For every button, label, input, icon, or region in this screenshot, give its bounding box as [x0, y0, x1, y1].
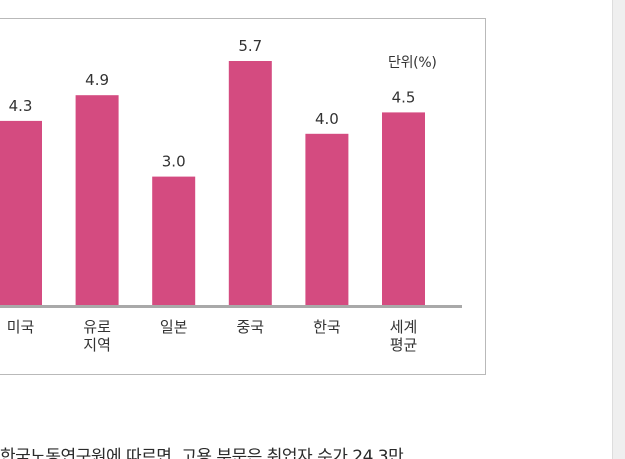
- data-label-2: 3.0: [162, 153, 186, 171]
- body-text-line: 한국노동연구원에 따르면, 고용 부문은 취업자 수가 24.3만: [0, 447, 404, 459]
- bar-5: [382, 112, 425, 306]
- bar-4: [305, 133, 349, 305]
- category-label-2: 일본: [160, 318, 188, 336]
- category-label-4: 한국: [313, 318, 341, 336]
- data-label-4: 4.0: [315, 110, 339, 128]
- category-label-3: 중국: [236, 318, 264, 336]
- category-label-5: 세계 평균: [390, 318, 418, 354]
- category-label-0: 미국: [7, 318, 35, 336]
- category-label-1: 유로 지역: [83, 318, 111, 354]
- data-label-5: 4.5: [392, 88, 416, 106]
- bar-1: [75, 95, 119, 305]
- bar-3: [228, 61, 272, 305]
- bar-2: [152, 176, 196, 305]
- page-edge-strip: [612, 0, 625, 459]
- body-paragraph: 한국노동연구원에 따르면, 고용 부문은 취업자 수가 24.3만: [0, 440, 560, 459]
- unit-label: 단위(%): [388, 55, 437, 71]
- data-label-3: 5.7: [238, 37, 262, 55]
- bar-0: [0, 120, 42, 306]
- data-label-0: 4.3: [9, 97, 33, 115]
- data-label-1: 4.9: [85, 71, 109, 89]
